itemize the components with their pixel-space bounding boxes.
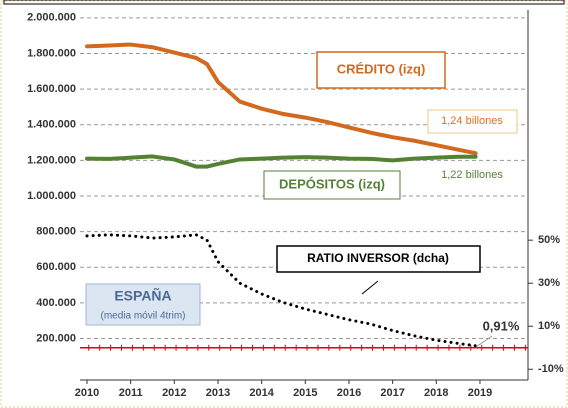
top-bar (3, 0, 565, 5)
ratio-label: RATIO INVERSOR (dcha) (307, 251, 449, 265)
y-tick-label: 1.000.000 (27, 190, 76, 202)
series-line (84, 154, 478, 169)
y-tick-label: 800.000 (36, 226, 76, 238)
series-line (85, 233, 478, 348)
x-tick-label: 2013 (206, 387, 230, 399)
espana-sub: (media móvil 4trim) (100, 311, 185, 322)
credit-label: CRÉDITO (izq) (337, 61, 426, 76)
y2-tick-label: -10% (538, 363, 564, 375)
x-tick-label: 2011 (119, 387, 143, 399)
x-tick-label: 2017 (380, 387, 404, 399)
y-tick-label: 1.200.000 (27, 154, 76, 166)
x-tick-label: 2015 (293, 387, 317, 399)
y-tick-label: 2.000.000 (27, 12, 76, 24)
espana-box (85, 283, 201, 326)
x-tick-label: 2018 (424, 387, 448, 399)
x-tick-label: 2014 (249, 387, 274, 399)
credit-value-box (427, 109, 518, 134)
series-line (84, 42, 478, 156)
y-tick-label: 200.000 (36, 332, 76, 344)
y2-tick-label: 50% (538, 234, 560, 246)
deposit-box (263, 170, 401, 200)
deposit-value: 1,22 billones (441, 169, 503, 181)
x-tick-label: 2010 (75, 387, 99, 399)
y2-tick-label: 10% (538, 320, 560, 332)
x-tick-label: 2016 (337, 387, 361, 399)
y2-tick-label: 30% (538, 277, 560, 289)
y-tick-label: 600.000 (36, 261, 76, 273)
ratio-arrow (361, 280, 379, 295)
y-tick-label: 1.600.000 (27, 83, 76, 95)
y-tick-label: 1.400.000 (27, 119, 76, 131)
ratio-value-arrow (475, 335, 493, 348)
deposit-label: DEPÓSITOS (izq) (279, 176, 385, 191)
ratio-value: 0,91% (483, 318, 520, 333)
x-tick-label: 2019 (468, 387, 492, 399)
x-tick-label: 2012 (162, 387, 186, 399)
espana-label: ESPAÑA (114, 287, 171, 304)
ratio-box (276, 245, 481, 273)
credit-value: 1,24 billones (441, 115, 503, 127)
y-tick-label: 400.000 (36, 297, 76, 309)
credit-box (316, 51, 446, 89)
y-tick-label: 1.800.000 (27, 47, 76, 59)
